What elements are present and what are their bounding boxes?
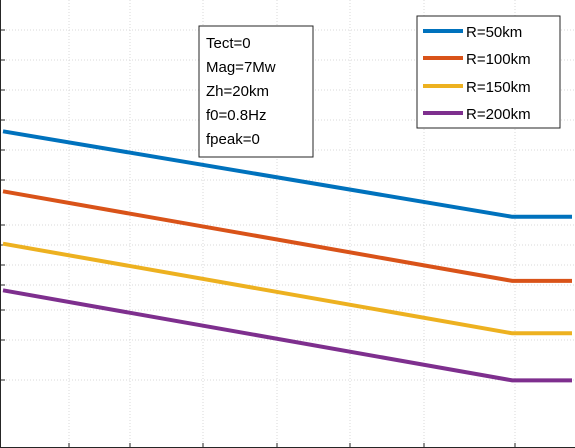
annotation-line-tect: Tect=0 xyxy=(206,35,251,52)
annotation-line-fpeak: fpeak=0 xyxy=(206,131,260,148)
legend-label-r150: R=150km xyxy=(466,79,531,96)
legend-label-r200: R=200km xyxy=(466,106,531,123)
legend: R=50km R=100km R=150km R=200km xyxy=(416,15,561,129)
series-line-r-150km xyxy=(2,241,572,336)
series-lines xyxy=(2,129,572,383)
legend-label-r50: R=50km xyxy=(466,24,522,41)
annotation-line-f0: f0=0.8Hz xyxy=(206,107,266,124)
series-line-r-50km xyxy=(2,129,572,219)
annotation-line-mag: Mag=7Mw xyxy=(206,59,276,76)
series-line-r-200km xyxy=(2,288,572,383)
annotation-line-zh: Zh=20km xyxy=(206,83,269,100)
annotation-box: Tect=0 Mag=7Mw Zh=20km f0=0.8Hz fpeak=0 xyxy=(198,25,314,158)
legend-label-r100: R=100km xyxy=(466,51,531,68)
series-line-r-100km xyxy=(2,189,572,283)
